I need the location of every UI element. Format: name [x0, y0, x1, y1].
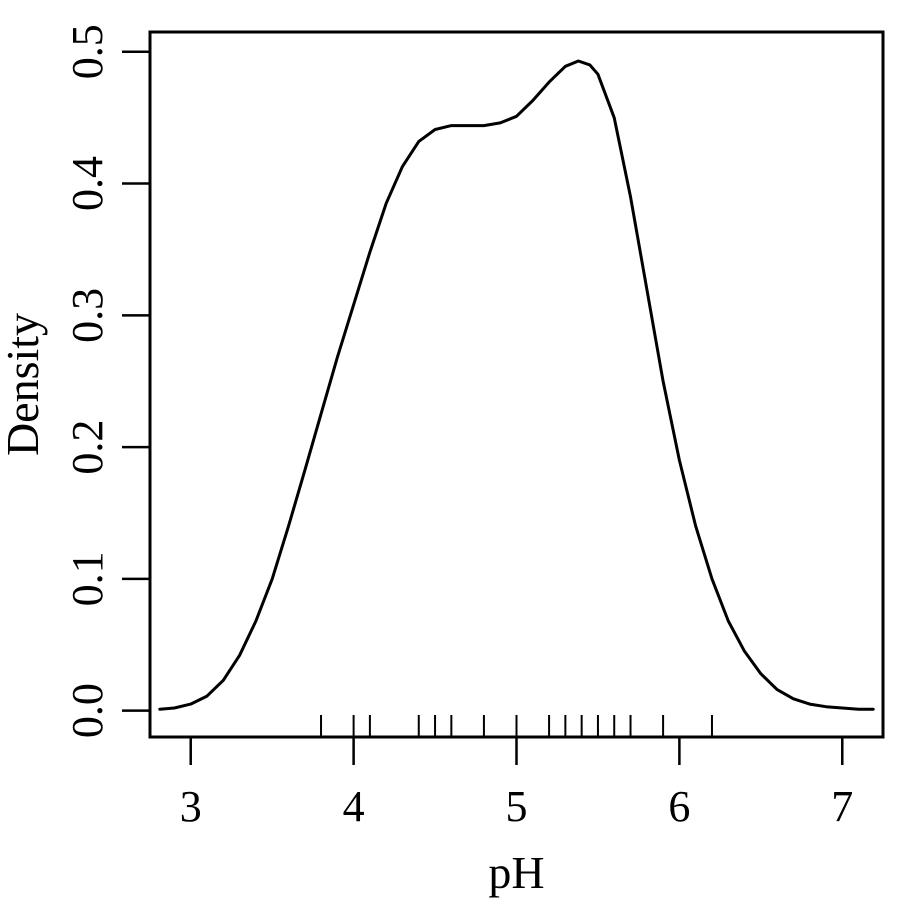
rug-marks — [320, 715, 713, 737]
x-tick-label: 6 — [668, 782, 690, 831]
y-tick-label: 0.0 — [63, 683, 112, 738]
y-tick-label: 0.1 — [63, 551, 112, 606]
x-axis: 3 4 5 6 7 — [180, 735, 853, 831]
x-tick-label: 3 — [180, 782, 202, 831]
y-tick-label: 0.3 — [63, 288, 112, 343]
x-tick-label: 4 — [343, 782, 365, 831]
plot-frame — [148, 30, 885, 739]
y-axis-title: Density — [0, 313, 48, 456]
x-tick-label: 5 — [506, 782, 528, 831]
y-tick-label: 0.4 — [63, 156, 112, 211]
density-curve — [158, 59, 875, 711]
y-axis: 0.0 0.1 0.2 0.3 0.4 0.5 — [63, 24, 152, 738]
y-tick-label: 0.5 — [63, 24, 112, 79]
x-axis-title: pH — [488, 847, 544, 898]
y-tick-label: 0.2 — [63, 420, 112, 475]
x-tick-label: 7 — [831, 782, 853, 831]
